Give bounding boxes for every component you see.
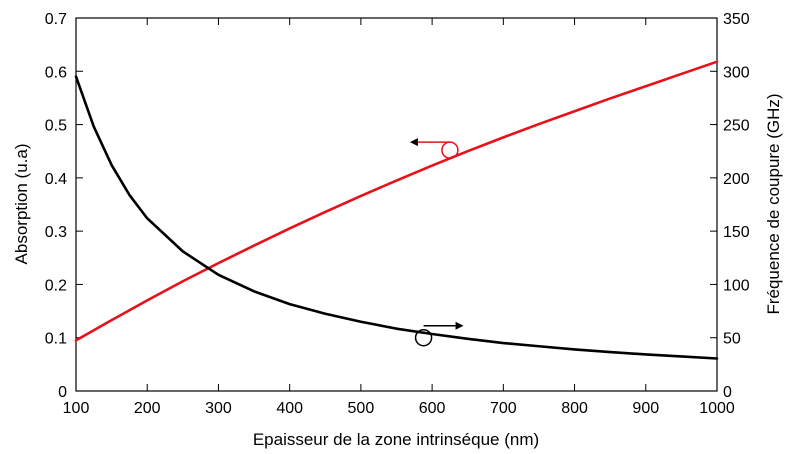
series-lines [74,60,719,360]
right-y-tick-label: 50 [723,331,741,348]
left-y-tick-label: 0.5 [45,118,67,135]
left-y-axis-ticks: 0 0.1 0.2 0.3 0.4 0.5 0.6 0.7 [45,11,83,401]
left-y-tick-label: 0.6 [45,64,67,81]
x-tick-label: 600 [419,400,446,417]
right-y-tick-label: 200 [723,171,750,188]
x-axis-ticks: 100 200 300 400 500 600 700 800 900 1000 [63,18,735,417]
arrowhead-icon [409,138,418,147]
left-y-tick-label: 0.3 [45,224,67,241]
plot-frame [75,17,718,392]
right-y-axis-ticks: 0 50 100 150 200 250 300 350 [710,11,750,401]
left-y-tick-label: 0.7 [45,11,67,28]
left-y-tick-label: 0 [58,384,67,401]
x-tick-label: 800 [561,400,588,417]
x-tick-label: 400 [276,400,303,417]
series-markers [409,138,464,347]
right-y-tick-label: 150 [723,224,750,241]
series-marker-circle [414,328,433,347]
series-marker-circle [441,141,459,159]
right-y-tick-label: 300 [723,64,750,81]
x-tick-label: 900 [632,400,659,417]
left-y-tick-label: 0.1 [45,331,67,348]
x-tick-label: 200 [134,400,161,417]
x-axis-title: Epaisseur de la zone intrinséque (nm) [253,430,539,449]
absorption-line [74,60,719,342]
x-tick-label: 100 [63,400,90,417]
left-y-axis-title: Absorption (u.a) [12,144,31,265]
right-y-tick-label: 100 [723,277,750,294]
left-y-tick-label: 0.4 [45,171,67,188]
left-y-tick-label: 0.2 [45,277,67,294]
x-tick-label: 500 [348,400,375,417]
x-tick-label: 1000 [699,400,735,417]
x-tick-label: 700 [490,400,517,417]
cutoff-frequency-line [74,75,719,360]
right-y-tick-label: 350 [723,11,750,28]
right-y-tick-label: 0 [723,384,732,401]
right-y-tick-label: 250 [723,118,750,135]
arrowhead-icon [455,321,464,330]
right-y-axis-title: Fréquence de coupure (GHz) [764,93,783,314]
x-tick-label: 300 [205,400,232,417]
